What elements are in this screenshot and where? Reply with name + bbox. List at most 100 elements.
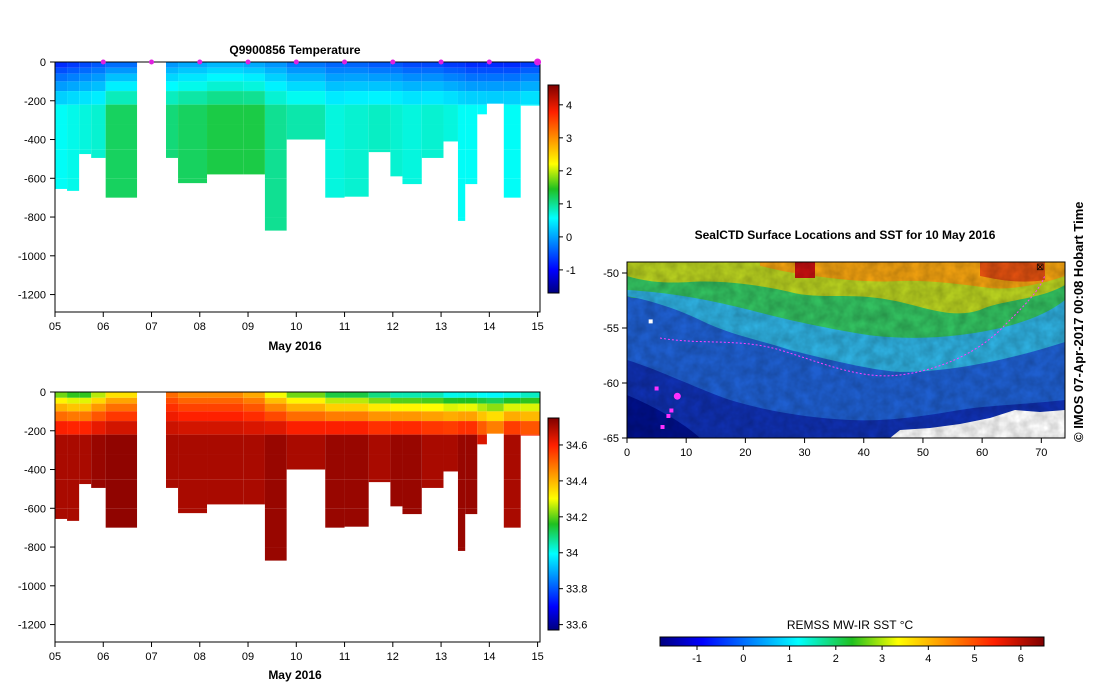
current-location-marker: [673, 392, 681, 400]
temperature-cell: [178, 73, 208, 82]
salinity-cell: [402, 392, 422, 398]
temperature-xtick-label: 07: [145, 321, 157, 333]
temperature-cell: [264, 91, 287, 105]
temperature-profile-7: [207, 62, 244, 175]
salinity-profile-8: [243, 392, 265, 505]
temperature-cell: [457, 149, 466, 179]
salinity-cell: [165, 392, 179, 398]
temperature-cell: [207, 104, 244, 125]
salinity-xtick-label: 14: [483, 651, 495, 663]
salinity-cell: [457, 479, 466, 509]
temperature-cell: [503, 124, 521, 150]
salinity-cell: [344, 392, 369, 398]
salinity-cell: [286, 411, 326, 422]
temperature-cell: [178, 67, 208, 74]
salinity-xlabel: May 2016: [268, 668, 322, 682]
temperature-cell: [477, 104, 487, 115]
temperature-cell: [344, 73, 369, 82]
salinity-cell: [207, 421, 244, 435]
temperature-profile-23: [520, 62, 540, 106]
temperature-cell: [67, 149, 80, 179]
track-points: [648, 319, 681, 429]
temperature-cell: [486, 73, 504, 82]
temperature-cell: [520, 104, 540, 106]
salinity-cell: [503, 403, 521, 412]
salinity-cell: [390, 403, 403, 412]
salinity-cell: [165, 434, 179, 455]
salinity-cell: [91, 434, 106, 455]
salinity-cell: [178, 403, 208, 412]
temperature-cell: [165, 81, 179, 92]
salinity-cell: [390, 397, 403, 404]
salinity-cell: [105, 479, 138, 509]
salinity-cell: [344, 479, 369, 509]
salinity-cell: [79, 392, 92, 398]
salinity-cell: [465, 403, 478, 412]
temperature-cell: [477, 81, 487, 92]
temperature-cell: [457, 104, 466, 125]
salinity-cell: [421, 434, 444, 455]
temperature-cell: [91, 149, 106, 158]
temperature-cell: [243, 149, 265, 175]
salinity-cell: [443, 403, 458, 412]
profile-marker: [390, 59, 396, 65]
salinity-cell: [91, 392, 106, 398]
temperature-cell: [325, 124, 345, 150]
salinity-cell: [520, 434, 540, 436]
temperature-cell: [465, 62, 478, 68]
temperature-cell: [55, 104, 68, 125]
temperature-cell: [165, 104, 179, 125]
temperature-cell: [207, 149, 244, 175]
salinity-cell: [178, 479, 208, 509]
temperature-cell: [402, 104, 422, 125]
temperature-cell: [443, 67, 458, 74]
temperature-cell: [67, 91, 80, 105]
temperature-cell: [503, 104, 521, 125]
temperature-cell: [286, 73, 326, 82]
salinity-cell: [286, 397, 326, 404]
temperature-cell: [165, 91, 179, 105]
temperature-cell: [421, 104, 444, 125]
salinity-cell: [55, 392, 68, 398]
salinity-cell: [243, 434, 265, 455]
temperature-cell: [465, 104, 478, 125]
salinity-profile-17: [443, 392, 458, 472]
salinity-cell: [503, 421, 521, 435]
temperature-profile-6: [178, 62, 208, 184]
temperature-cell: [325, 104, 345, 125]
temperature-cell: [390, 62, 403, 68]
salinity-profile-21: [486, 392, 504, 434]
temperature-cell: [91, 91, 106, 105]
salinity-cell: [390, 421, 403, 435]
profile-marker: [486, 59, 492, 65]
sst-map-axes: 0 10 20 30 40 50 60 70 -50 -55 -60 -65: [603, 268, 1047, 459]
salinity-cell: [402, 411, 422, 422]
profile-marker: [100, 59, 106, 65]
temperature-cell: [368, 73, 391, 82]
sst-xtick-label: 40: [858, 447, 870, 459]
temperature-profile-11: [325, 62, 345, 198]
temperature-colorbar-ticks: -1 0 1 2 3 4: [559, 100, 576, 277]
profile-marker: [245, 59, 251, 65]
temperature-cell: [207, 81, 244, 92]
temperature-cell: [264, 62, 287, 68]
salinity-ytick-label: -1000: [18, 581, 46, 593]
temperature-cell: [368, 91, 391, 105]
temperature-cell: [443, 104, 458, 125]
salinity-cell: [67, 411, 80, 422]
salinity-cell: [55, 411, 68, 422]
temperature-cell: [457, 67, 466, 74]
temperature-cell: [443, 124, 458, 142]
temperature-cell: [344, 91, 369, 105]
temperature-cell: [67, 62, 80, 68]
salinity-cell: [477, 411, 487, 422]
temperature-profile-20: [477, 62, 487, 115]
salinity-cell: [207, 397, 244, 404]
temperature-cell: [344, 149, 369, 179]
salinity-cell: [207, 392, 244, 398]
temperature-profile-16: [421, 62, 444, 158]
temperature-cell: [178, 91, 208, 105]
track-point: [660, 425, 665, 429]
salinity-cell: [55, 479, 68, 509]
